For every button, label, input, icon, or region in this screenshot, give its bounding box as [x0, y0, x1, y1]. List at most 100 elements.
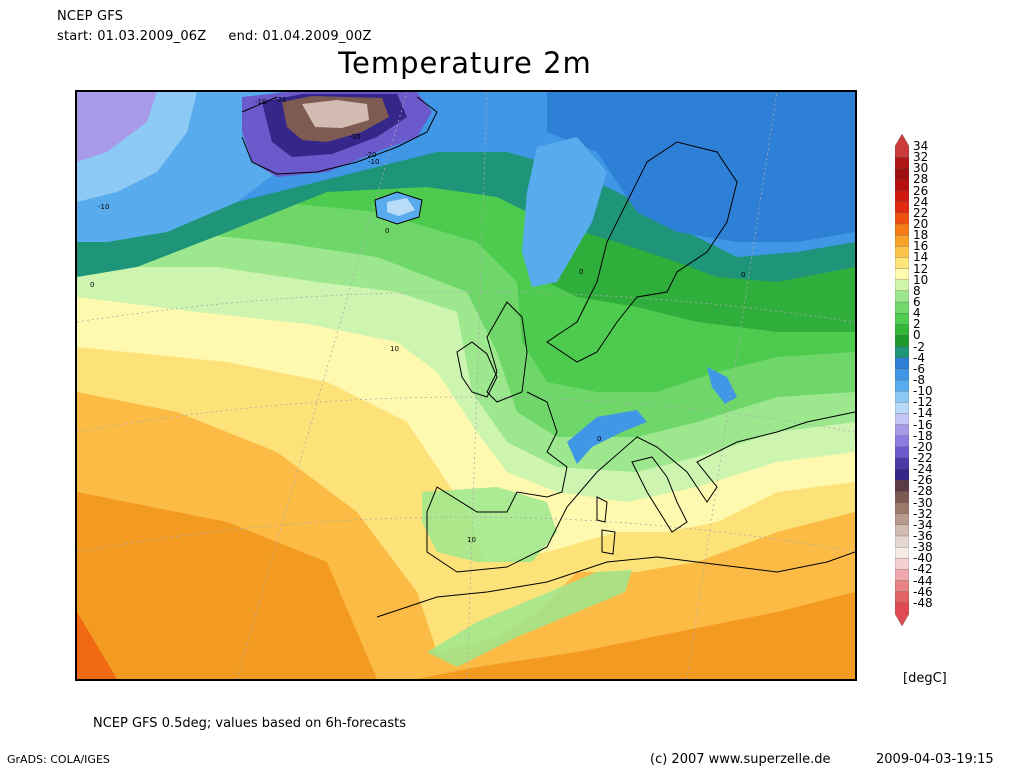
- color-scale-label: -30: [913, 495, 933, 510]
- color-scale-label: 12: [913, 261, 929, 276]
- color-scale-label: 22: [913, 205, 929, 220]
- color-scale-label: -16: [913, 417, 933, 432]
- color-scale-step: [895, 524, 909, 537]
- color-scale-label: -42: [913, 562, 933, 577]
- color-scale-label: -44: [913, 573, 933, 588]
- color-scale-label: -26: [913, 473, 933, 488]
- coastline-scandinavia: [546, 141, 738, 363]
- iberia: [422, 487, 557, 562]
- color-scale: [895, 134, 909, 626]
- color-scale-step: [895, 156, 909, 169]
- graticule-line: [686, 92, 778, 679]
- color-scale-step: [895, 279, 909, 292]
- color-scale-step: [895, 558, 909, 571]
- footer-software: GrADS: COLA/IGES: [7, 753, 110, 766]
- color-scale-step: [895, 535, 909, 548]
- color-scale-label: -10: [913, 384, 933, 399]
- color-scale-step: [895, 468, 909, 481]
- contour-label: -20: [365, 151, 376, 159]
- forecast-period: start: 01.03.2009_06Z end: 01.04.2009_00Z: [57, 29, 372, 44]
- color-scale-step: [895, 491, 909, 504]
- color-scale-label: -20: [913, 439, 933, 454]
- iceland-interior: [387, 198, 415, 216]
- coastlines: [241, 96, 855, 618]
- coastline-greenland: [241, 96, 438, 175]
- color-scale-step: [895, 201, 909, 214]
- color-scale-label: -46: [913, 584, 933, 599]
- color-scale-label: 10: [913, 272, 929, 287]
- color-scale-step: [895, 234, 909, 247]
- color-scale-step: [895, 513, 909, 526]
- color-scale-label: 2: [913, 317, 921, 332]
- color-scale-label: 4: [913, 306, 921, 321]
- alps: [567, 410, 647, 464]
- color-scale-label: -38: [913, 540, 933, 555]
- color-scale-step: [895, 190, 909, 203]
- color-scale-label: 20: [913, 217, 929, 231]
- coastline-sardinia: [601, 529, 616, 555]
- color-scale-step: [895, 424, 909, 437]
- contour-label: -30: [349, 133, 360, 141]
- band-scandinavian-mountains: [522, 137, 607, 287]
- color-scale-step: [895, 379, 909, 392]
- color-scale-label: -34: [913, 517, 933, 532]
- graticule-line: [77, 396, 855, 433]
- footer-note: NCEP GFS 0.5deg; values based on 6h-fore…: [93, 716, 407, 731]
- contour-label: 10: [467, 536, 476, 544]
- color-scale-label: -14: [913, 406, 933, 421]
- color-scale-step: [895, 602, 909, 626]
- color-scale-step: [895, 546, 909, 559]
- color-scale-step: [895, 480, 909, 493]
- color-scale-label: 24: [913, 194, 929, 209]
- coastline-north-africa: [376, 551, 855, 618]
- color-scale-step: [895, 569, 909, 582]
- atlas: [427, 570, 632, 667]
- contour-labels: -10 -20 -30 -20 -10 -10 0 0 0 0 10 10 0: [90, 96, 745, 544]
- color-scale-label: 28: [913, 172, 929, 187]
- color-scale-step: [895, 335, 909, 348]
- band-0-2: [537, 232, 855, 332]
- color-scale-step: [895, 413, 909, 426]
- color-scale-step: [895, 290, 909, 303]
- color-scale-step: [895, 346, 909, 359]
- color-scale-label: -36: [913, 529, 933, 543]
- color-scale-label: -24: [913, 462, 933, 477]
- contour-label: -10: [368, 158, 379, 166]
- band-scandinavia-cold: [547, 92, 855, 242]
- footer-copyright: (c) 2007 www.superzelle.de: [650, 752, 831, 767]
- coastline-italy: [631, 456, 688, 533]
- model-source: NCEP GFS: [57, 9, 124, 24]
- color-scale-label: 34: [913, 139, 929, 153]
- color-scale-step: [895, 446, 909, 459]
- period-end: end: 01.04.2009_00Z: [228, 29, 372, 44]
- contour-label: 0: [597, 435, 601, 443]
- color-scale-label: -48: [913, 595, 933, 610]
- color-scale-label: -6: [913, 361, 925, 376]
- contour-label: -10: [98, 203, 109, 211]
- carpathians: [707, 367, 737, 404]
- coastline-ireland: [456, 341, 498, 398]
- color-scale-step: [895, 301, 909, 314]
- color-scale-label: -28: [913, 484, 933, 499]
- color-scale-label: 32: [913, 150, 929, 165]
- color-scale-label: -22: [913, 451, 933, 465]
- contour-label: -10: [255, 98, 266, 106]
- color-scale-label: 26: [913, 183, 929, 198]
- graticule: [77, 92, 855, 679]
- color-scale-label: -32: [913, 506, 933, 521]
- contour-label: 0: [90, 281, 94, 289]
- contour-label: 0: [385, 227, 389, 235]
- temperature-map-canvas: -10 -20 -30 -20 -10 -10 0 0 0 0 10 10 0: [77, 92, 855, 679]
- color-scale-step: [895, 134, 909, 158]
- color-scale-step: [895, 390, 909, 403]
- graticule-line: [77, 516, 855, 553]
- color-scale-label: -4: [913, 350, 925, 365]
- color-scale-label: 18: [913, 228, 929, 243]
- color-scale-step: [895, 324, 909, 337]
- coastline-great-britain: [486, 301, 528, 403]
- contour-label: 10: [390, 345, 399, 353]
- graticule-line: [77, 291, 855, 323]
- band-20-22: [77, 612, 117, 679]
- map-title: Temperature 2m: [338, 46, 592, 80]
